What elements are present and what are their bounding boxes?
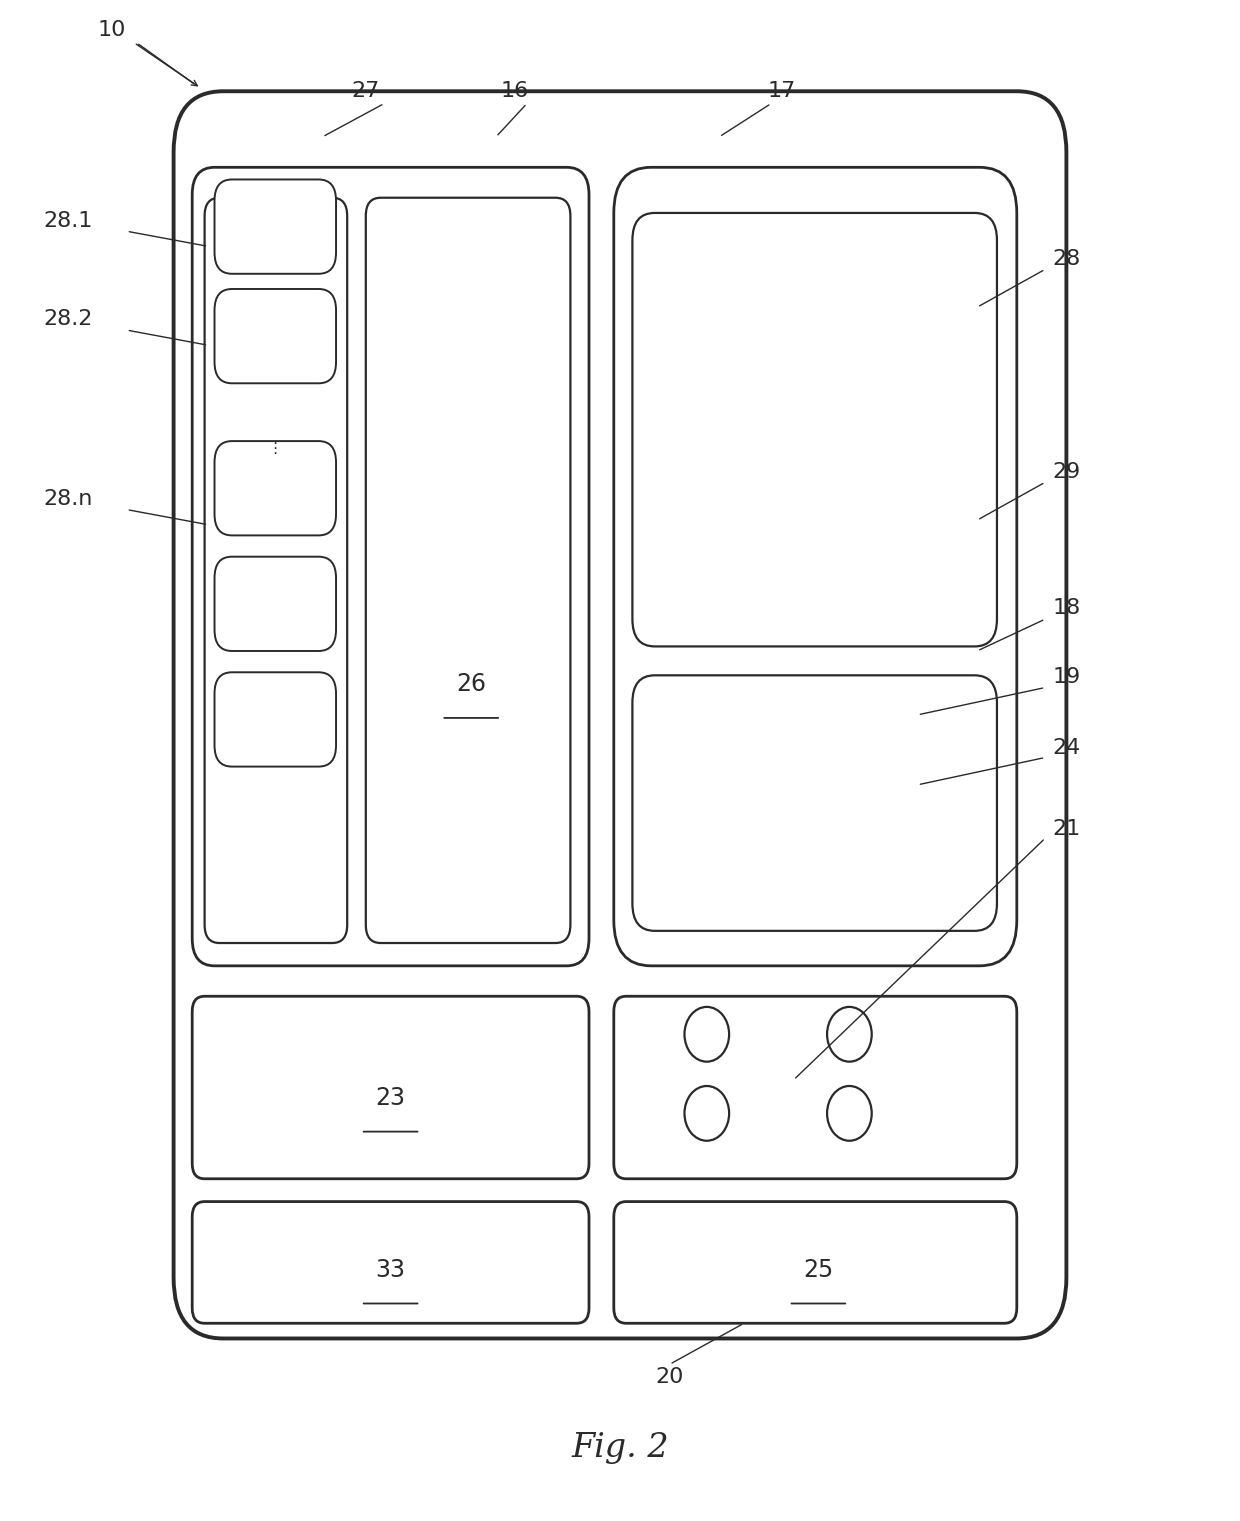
FancyBboxPatch shape (205, 198, 347, 943)
Text: 19: 19 (1053, 666, 1080, 687)
Text: 20: 20 (656, 1366, 683, 1387)
Text: 23: 23 (376, 1086, 405, 1110)
Text: 25: 25 (804, 1258, 833, 1282)
Circle shape (827, 1007, 872, 1062)
FancyBboxPatch shape (614, 996, 1017, 1179)
FancyBboxPatch shape (174, 91, 1066, 1338)
Text: 28.n: 28.n (43, 488, 93, 510)
Text: 21: 21 (1053, 818, 1080, 840)
FancyBboxPatch shape (192, 996, 589, 1179)
FancyBboxPatch shape (366, 198, 570, 943)
Text: ⋮: ⋮ (268, 441, 283, 456)
Text: 10: 10 (98, 20, 125, 41)
Text: 28.2: 28.2 (43, 309, 93, 330)
Text: 17: 17 (768, 81, 795, 102)
Text: 33: 33 (376, 1258, 405, 1282)
Text: Fig. 2: Fig. 2 (572, 1431, 668, 1465)
Circle shape (684, 1007, 729, 1062)
Circle shape (827, 1086, 872, 1141)
Text: 27: 27 (352, 81, 379, 102)
Text: 24: 24 (1053, 738, 1080, 759)
FancyBboxPatch shape (215, 179, 336, 274)
Text: 28.1: 28.1 (43, 210, 93, 231)
FancyBboxPatch shape (215, 289, 336, 383)
FancyBboxPatch shape (215, 557, 336, 651)
Text: 18: 18 (1053, 598, 1080, 619)
FancyBboxPatch shape (614, 1202, 1017, 1323)
FancyBboxPatch shape (192, 167, 589, 966)
FancyBboxPatch shape (632, 213, 997, 646)
Text: 29: 29 (1053, 461, 1080, 482)
FancyBboxPatch shape (632, 675, 997, 931)
FancyBboxPatch shape (192, 1202, 589, 1323)
FancyBboxPatch shape (614, 167, 1017, 966)
Circle shape (684, 1086, 729, 1141)
Text: 28: 28 (1053, 248, 1080, 269)
Text: 26: 26 (456, 672, 486, 697)
FancyBboxPatch shape (215, 441, 336, 535)
Text: 16: 16 (501, 81, 528, 102)
FancyBboxPatch shape (215, 672, 336, 767)
